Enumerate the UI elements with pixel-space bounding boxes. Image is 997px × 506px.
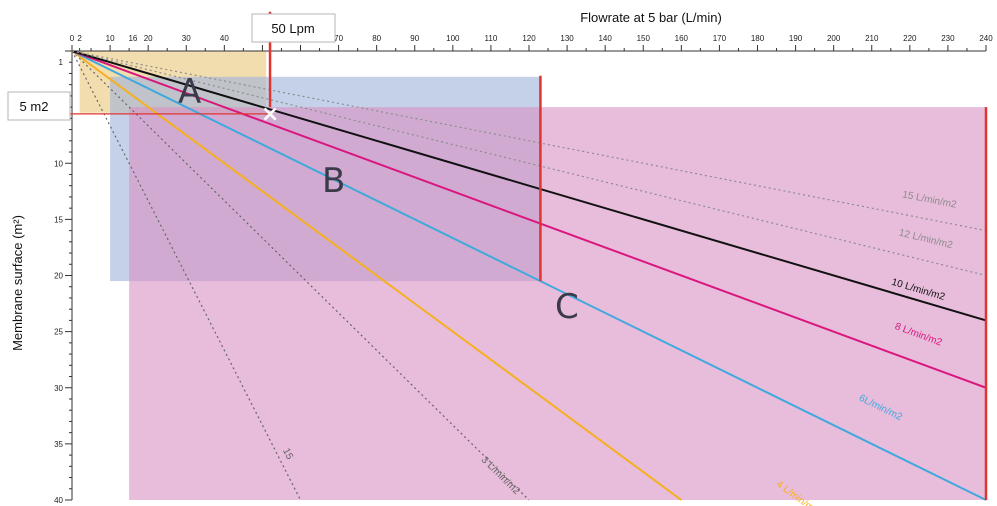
x-tick-label: 220 [903, 34, 917, 43]
x-tick-label: 40 [220, 34, 229, 43]
x-tick-label: 190 [789, 34, 803, 43]
regions-layer [79, 51, 986, 500]
x-axis-title: Flowrate at 5 bar (L/min) [580, 10, 722, 25]
series-label-1-5: 15 [280, 447, 295, 462]
x-tick-label: 20 [144, 34, 153, 43]
x-tick-label: 210 [865, 34, 879, 43]
y-tick-label: 30 [54, 384, 63, 393]
y-tick-label: 1 [59, 58, 64, 67]
x-tick-label: 160 [675, 34, 689, 43]
x-ticks: 0210162030405060708090100110120130140150… [70, 34, 993, 51]
markers-layer: × [49, 11, 988, 500]
series-lines-layer [71, 50, 987, 501]
x-tick-label: 120 [522, 34, 536, 43]
x-tick-label: 130 [560, 34, 574, 43]
surface-callout-text: 5 m2 [20, 99, 49, 114]
y-axis-title: Membrane surface (m²) [10, 215, 25, 351]
surface-callout: 5 m2 [7, 91, 71, 121]
flow-callout-text: 50 Lpm [271, 21, 314, 36]
x-tick-label: 16 [128, 34, 137, 43]
surface-callout-box [7, 91, 71, 121]
x-tick-label: 70 [334, 34, 343, 43]
x-tick-label: 140 [598, 34, 612, 43]
y-tick-label: 25 [54, 328, 63, 337]
series-line-12-l-min-m2 [71, 50, 987, 277]
y-tick-label: 35 [54, 440, 63, 449]
x-tick-label: 90 [410, 34, 419, 43]
y-tick-label: 20 [54, 272, 63, 281]
series-line-4-l-min-m2 [71, 50, 682, 501]
x-tick-label: 200 [827, 34, 841, 43]
y-tick-label: 10 [54, 159, 63, 168]
x-tick-label: 2 [77, 34, 82, 43]
x-tick-label: 30 [182, 34, 191, 43]
x-tick-label: 0 [70, 34, 75, 43]
x-tick-label: 80 [372, 34, 381, 43]
zone-a-label: A [178, 72, 201, 112]
region-c [129, 107, 986, 500]
x-tick-label: 180 [751, 34, 765, 43]
x-tick-label: 110 [485, 34, 498, 43]
series-line-10-l-min-m2 [71, 50, 987, 322]
x-tick-label: 10 [106, 34, 115, 43]
zone-c-label: C [555, 287, 579, 327]
x-tick-label: 150 [637, 34, 651, 43]
y-tick-label: 15 [54, 215, 63, 224]
series-line-8-l-min-m2 [71, 50, 987, 389]
series-line-1-5 [71, 50, 302, 501]
x-tick-label: 170 [713, 34, 727, 43]
series-line-15-l-min-m2 [71, 50, 987, 232]
x-tick-label: 230 [941, 34, 955, 43]
x-tick-label: 100 [446, 34, 460, 43]
flow-callout-box [251, 13, 336, 43]
series-line-3-l-min-m2 [71, 50, 530, 501]
x-tick-label: 240 [979, 34, 993, 43]
y-tick-label: 40 [54, 496, 63, 505]
operating-point-marker: × [261, 102, 279, 127]
series-line-6l-min-m2 [71, 50, 987, 501]
zone-b-label: B [322, 161, 345, 201]
flow-callout: 50 Lpm [251, 13, 336, 43]
axes-layer: 0210162030405060708090100110120130140150… [54, 34, 993, 505]
